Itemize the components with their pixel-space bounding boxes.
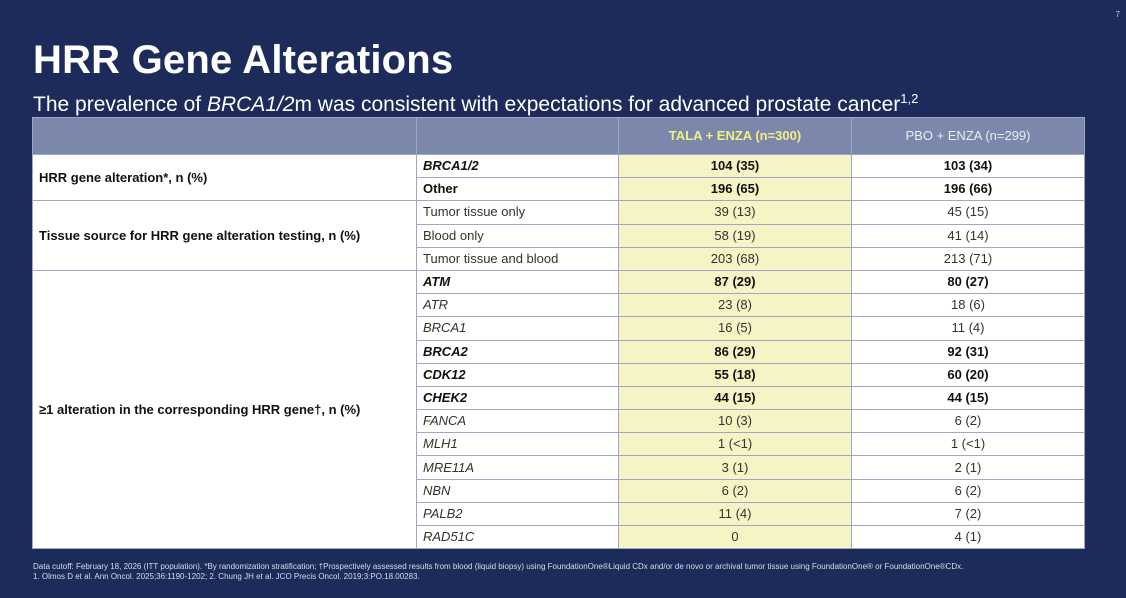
pbo-enza-value: 92 (31): [851, 339, 1085, 364]
tala-enza-value: 6 (2): [618, 478, 852, 503]
header-group: [32, 117, 417, 155]
row-label: BRCA1/2: [416, 153, 619, 179]
tala-enza-value: 44 (15): [618, 385, 852, 411]
tala-enza-value: 39 (13): [618, 200, 852, 225]
subtitle-citation: 1,2: [900, 91, 919, 106]
table-row: MLH1 1 (<1) 1 (<1): [33, 432, 1085, 457]
table-body: HRR gene alteration*, n (%) BRCA1/2 104 (3…: [32, 153, 1085, 550]
pbo-enza-value: 11 (4): [851, 316, 1085, 341]
table-row: BRCA2 86 (29) 92 (31): [33, 339, 1085, 364]
slide-title: HRR Gene Alterations: [33, 38, 454, 82]
header-pbo-enza: PBO + ENZA (n=299): [851, 117, 1085, 155]
pbo-enza-value: 7 (2): [851, 501, 1085, 527]
tala-enza-value: 55 (18): [618, 362, 852, 387]
row-label: MRE11A: [416, 455, 619, 480]
pbo-enza-value: 4 (1): [851, 524, 1085, 550]
row-label: Other: [416, 177, 619, 202]
table-row: HRR gene alteration*, n (%) BRCA1/2 104 (3…: [32, 153, 1085, 202]
tala-enza-value: 10 (3): [618, 409, 852, 434]
subtitle-post: m was consistent with expectations for a…: [294, 93, 901, 116]
footnote-references: 1. Olmos D et al. Ann Oncol. 2025;36:119…: [33, 572, 420, 581]
pbo-enza-value: 80 (27): [851, 269, 1085, 295]
row-label: ATR: [416, 293, 619, 318]
row-label: Blood only: [416, 223, 619, 248]
tala-enza-value: 87 (29): [618, 269, 852, 295]
group-label: Tissue source for HRR gene alteration te…: [32, 200, 417, 271]
pbo-enza-value: 45 (15): [851, 200, 1085, 225]
pbo-enza-value: 44 (15): [851, 385, 1085, 411]
pbo-enza-value: 60 (20): [851, 362, 1085, 387]
slide-subtitle: The prevalence of BRCA1/2m was consisten…: [33, 86, 918, 118]
row-label: Tumor tissue and blood: [416, 246, 619, 271]
page-number: 7: [1115, 10, 1120, 19]
group-label: ≥1 alteration in the corresponding HRR g…: [32, 269, 417, 550]
table-row: Tissue source for HRR gene alteration te…: [32, 200, 1085, 271]
row-label: CDK12: [416, 362, 619, 387]
row-label: ATM: [416, 269, 619, 295]
table-row: RAD51C 0 4 (1): [33, 524, 1085, 550]
tala-enza-value: 1 (<1): [618, 432, 852, 457]
table-row: ≥1 alteration in the corresponding HRR g…: [32, 269, 1085, 550]
table-row: CHEK2 44 (15) 44 (15): [33, 385, 1085, 411]
tala-enza-value: 86 (29): [618, 339, 852, 364]
row-label: CHEK2: [416, 385, 619, 411]
table-row: FANCA 10 (3) 6 (2): [33, 409, 1085, 434]
table-row: PALB2 11 (4) 7 (2): [33, 501, 1085, 527]
tala-enza-value: 23 (8): [618, 293, 852, 318]
row-label: MLH1: [416, 432, 619, 457]
tala-enza-value: 11 (4): [618, 501, 852, 527]
hrr-alteration-table: TALA + ENZA (n=300) PBO + ENZA (n=299) H…: [32, 117, 1085, 550]
pbo-enza-value: 196 (66): [851, 177, 1085, 202]
tala-enza-value: 203 (68): [618, 246, 852, 271]
row-label: NBN: [416, 478, 619, 503]
pbo-enza-value: 6 (2): [851, 478, 1085, 503]
subtitle-gene: BRCA1/2: [206, 93, 295, 116]
pbo-enza-value: 2 (1): [851, 455, 1085, 480]
table-row: Other 196 (65) 196 (66): [33, 177, 1085, 202]
table-header-row: TALA + ENZA (n=300) PBO + ENZA (n=299): [32, 117, 1085, 155]
header-tala-enza: TALA + ENZA (n=300): [618, 117, 852, 155]
tala-enza-value: 196 (65): [618, 177, 852, 202]
footnote: Data cutoff: February 18, 2026 (ITT popu…: [33, 562, 1108, 582]
table-row: CDK12 55 (18) 60 (20): [33, 362, 1085, 387]
tala-enza-value: 3 (1): [618, 455, 852, 480]
pbo-enza-value: 103 (34): [851, 153, 1085, 179]
tala-enza-value: 0: [618, 524, 852, 550]
footnote-definitions: Data cutoff: February 18, 2026 (ITT popu…: [33, 562, 964, 571]
row-label: BRCA1: [416, 316, 619, 341]
tala-enza-value: 58 (19): [618, 223, 852, 248]
table-row: ATR 23 (8) 18 (6): [33, 293, 1085, 318]
tala-enza-value: 104 (35): [618, 153, 852, 179]
subtitle-pre: The prevalence of: [33, 93, 207, 116]
pbo-enza-value: 6 (2): [851, 409, 1085, 434]
table-row: NBN 6 (2) 6 (2): [33, 478, 1085, 503]
tala-enza-value: 16 (5): [618, 316, 852, 341]
row-label: FANCA: [416, 409, 619, 434]
pbo-enza-value: 41 (14): [851, 223, 1085, 248]
row-label: PALB2: [416, 501, 619, 527]
table-row: Tumor tissue and blood 203 (68) 213 (71): [33, 246, 1085, 271]
row-label: RAD51C: [416, 524, 619, 550]
row-label: Tumor tissue only: [416, 200, 619, 225]
pbo-enza-value: 213 (71): [851, 246, 1085, 271]
header-subgroup: [416, 117, 619, 155]
pbo-enza-value: 1 (<1): [851, 432, 1085, 457]
pbo-enza-value: 18 (6): [851, 293, 1085, 318]
row-label: BRCA2: [416, 339, 619, 364]
group-label: HRR gene alteration*, n (%): [32, 153, 417, 202]
table-row: BRCA1 16 (5) 11 (4): [33, 316, 1085, 341]
